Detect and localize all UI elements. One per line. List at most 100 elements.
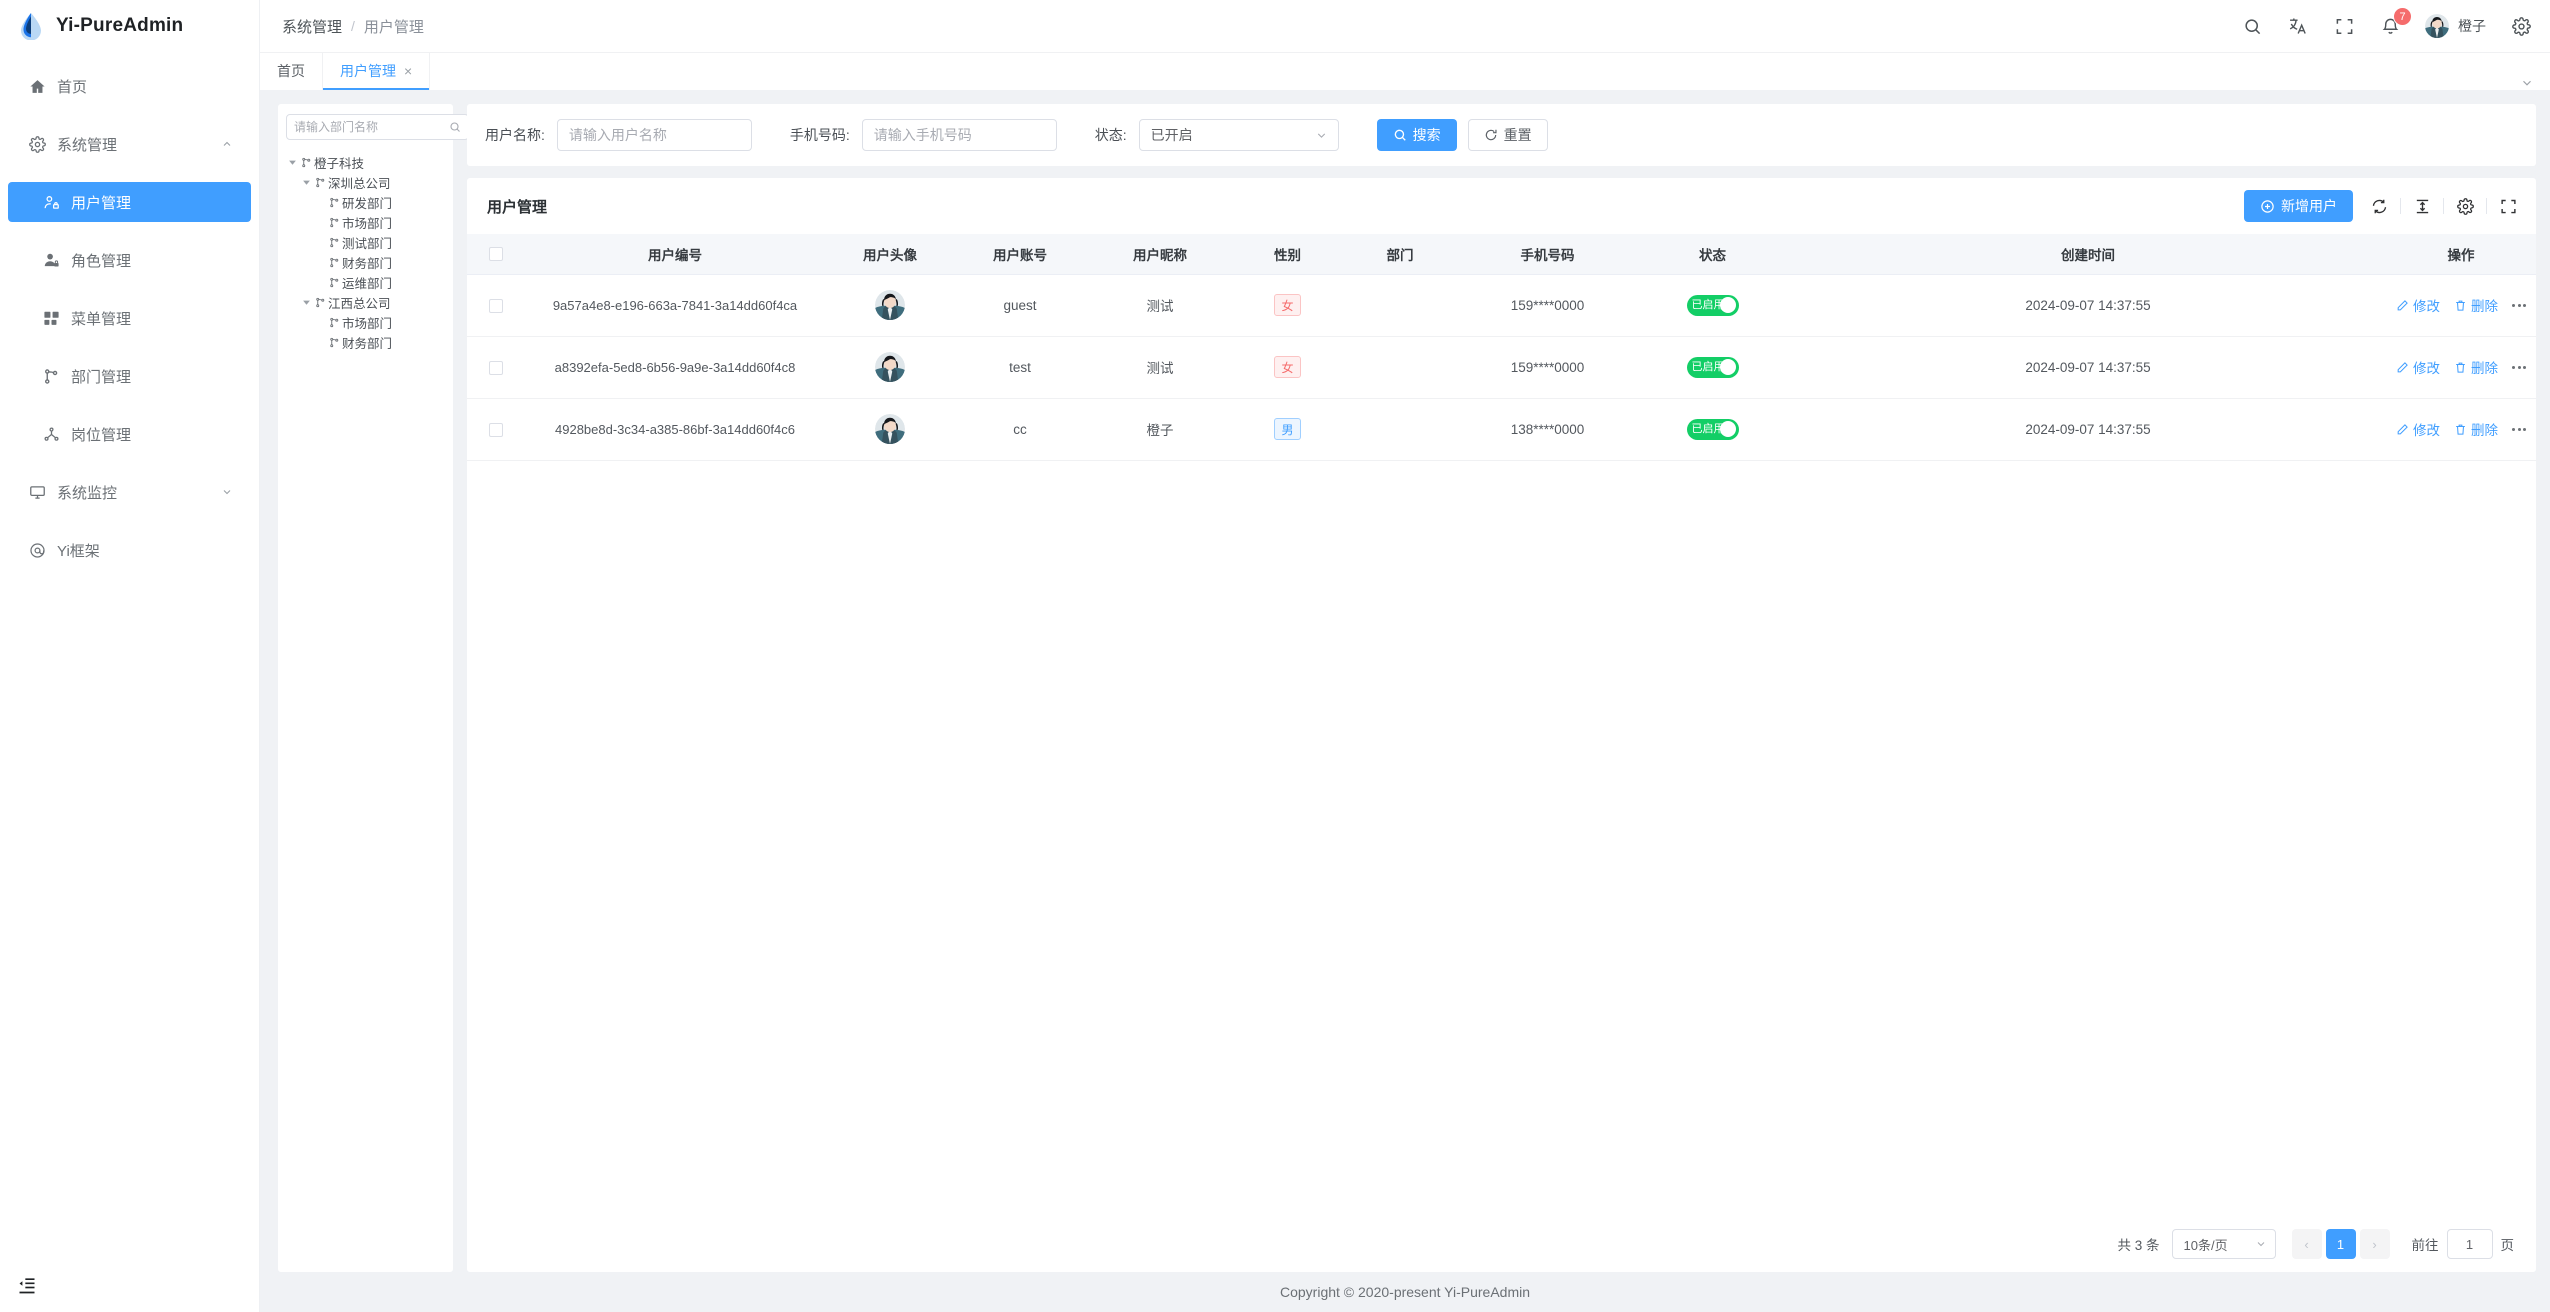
fullscreen-icon[interactable] — [2333, 15, 2355, 37]
status-toggle[interactable]: 已启用 — [1686, 356, 1739, 378]
sidebar-item-首页[interactable]: 首页 — [8, 66, 251, 106]
tree-node[interactable]: 运维部门 — [278, 272, 453, 292]
status-toggle[interactable]: 已启用 — [1686, 294, 1739, 316]
chevron-down-icon[interactable] — [284, 158, 300, 167]
department-search-box[interactable] — [286, 114, 469, 140]
user-table: 用户编号 用户头像 用户账号 用户昵称 性别 部门 手机号码 状态 创建时间 — [467, 234, 2536, 461]
add-user-label: 新增用户 — [2281, 198, 2337, 214]
table-row[interactable]: a8392efa-5ed8-6b56-9a9e-3a14dd60f4c8 test… — [467, 336, 2536, 399]
brand-logo[interactable]: Yi-PureAdmin — [0, 0, 259, 52]
add-user-button[interactable]: 新增用户 — [2244, 190, 2353, 222]
tree-node[interactable]: 江西总公司 — [278, 292, 453, 312]
breadcrumb-item-0[interactable]: 系统管理 — [282, 18, 343, 36]
breadcrumb-item-1[interactable]: 用户管理 — [363, 18, 424, 36]
tree-node[interactable]: 财务部门 — [278, 332, 453, 352]
username-input[interactable] — [556, 119, 752, 151]
cell-created: 2024-09-07 14:37:55 — [1790, 274, 2386, 337]
page-button-1[interactable]: 1 — [2325, 1229, 2356, 1259]
toggle-knob — [1719, 359, 1736, 375]
delete-button[interactable]: 删除 — [2454, 357, 2498, 377]
tab-bar-dropdown[interactable] — [2520, 76, 2550, 90]
divider — [2486, 198, 2487, 214]
row-select-cell — [467, 274, 525, 337]
row-checkbox[interactable] — [489, 422, 503, 437]
page-jump-input[interactable] — [2446, 1229, 2493, 1259]
more-horizontal-icon[interactable] — [2512, 365, 2526, 369]
translate-icon[interactable] — [2287, 15, 2309, 37]
cell-avatar — [825, 336, 955, 399]
phone-input[interactable] — [861, 119, 1057, 151]
department-search-input[interactable] — [294, 120, 449, 134]
user-menu[interactable]: 橙子 — [2425, 14, 2486, 38]
tree-node[interactable]: 测试部门 — [278, 232, 453, 252]
delete-button[interactable]: 删除 — [2454, 419, 2498, 439]
edit-button[interactable]: 修改 — [2396, 419, 2440, 439]
tab-label: 用户管理 — [340, 63, 396, 79]
delete-button[interactable]: 删除 — [2454, 295, 2498, 315]
page-size-select[interactable]: 10条/页 — [2171, 1229, 2276, 1259]
refresh-icon[interactable] — [2369, 196, 2389, 216]
search-button-label: 搜索 — [1412, 127, 1441, 143]
row-checkbox[interactable] — [489, 360, 503, 375]
brand-name: Yi-PureAdmin — [56, 15, 184, 36]
prev-page-button[interactable]: ‹ — [2291, 1229, 2322, 1259]
tree-node[interactable]: 市场部门 — [278, 312, 453, 332]
edit-button[interactable]: 修改 — [2396, 357, 2440, 377]
sidebar-item-Yi框架[interactable]: Yi框架 — [8, 530, 251, 570]
sidebar-item-系统管理[interactable]: 系统管理 — [8, 124, 251, 164]
sidebar-item-岗位管理[interactable]: 岗位管理 — [8, 414, 251, 454]
gear-icon — [28, 135, 46, 153]
density-icon[interactable] — [2412, 196, 2432, 216]
close-icon[interactable]: × — [404, 63, 413, 79]
status-toggle[interactable]: 已启用 — [1686, 418, 1739, 440]
tree-node[interactable]: 深圳总公司 — [278, 172, 453, 192]
next-page-button[interactable]: › — [2359, 1229, 2390, 1259]
chevron-down-icon — [1315, 129, 1328, 142]
field-username: 用户名称: — [485, 119, 752, 151]
more-horizontal-icon[interactable] — [2512, 427, 2526, 431]
page-jump: 前往 页 — [2412, 1229, 2514, 1259]
table-row[interactable]: 9a57a4e8-e196-663a-7841-3a14dd60f4ca gues… — [467, 274, 2536, 337]
cell-account: guest — [955, 274, 1085, 337]
plus-circle-icon — [2260, 199, 2275, 214]
notification-badge: 7 — [2393, 7, 2412, 26]
fullscreen-icon[interactable] — [2498, 196, 2518, 216]
chevron-down-icon[interactable] — [298, 298, 314, 307]
status-select[interactable]: 已开启 — [1138, 119, 1339, 151]
sidebar-item-角色管理[interactable]: 角色管理 — [8, 240, 251, 280]
chevron-down-icon — [2520, 76, 2534, 90]
edit-button[interactable]: 修改 — [2396, 295, 2440, 315]
settings-gear-icon[interactable] — [2455, 196, 2475, 216]
row-checkbox[interactable] — [489, 298, 503, 313]
branch-icon — [328, 237, 341, 248]
delete-label: 删除 — [2471, 299, 2498, 314]
bell-icon[interactable]: 7 — [2379, 7, 2412, 37]
sidebar-item-部门管理[interactable]: 部门管理 — [8, 356, 251, 396]
branch-icon — [328, 257, 341, 268]
col-用户编号: 用户编号 — [525, 234, 825, 275]
more-horizontal-icon[interactable] — [2512, 303, 2526, 307]
gear-icon[interactable] — [2510, 15, 2532, 37]
sidebar-item-系统监控[interactable]: 系统监控 — [8, 472, 251, 512]
tree-node[interactable]: 橙子科技 — [278, 152, 453, 172]
reset-button[interactable]: 重置 — [1467, 119, 1548, 151]
sidebar-item-菜单管理[interactable]: 菜单管理 — [8, 298, 251, 338]
row-select-cell — [467, 398, 525, 461]
table-row[interactable]: 4928be8d-3c34-a385-86bf-3a14dd60f4c6 cc 橙子… — [467, 398, 2536, 461]
select-all-cell — [467, 234, 525, 275]
search-icon[interactable] — [2241, 15, 2263, 37]
select-all-checkbox[interactable] — [489, 247, 503, 262]
cell-department — [1340, 398, 1460, 461]
row-select-cell — [467, 336, 525, 399]
tree-node-label: 市场部门 — [342, 216, 393, 231]
chevron-down-icon[interactable] — [298, 178, 314, 187]
sidebar-item-用户管理[interactable]: 用户管理 — [8, 182, 251, 222]
tab-首页[interactable]: 首页 — [260, 52, 323, 90]
tree-node[interactable]: 市场部门 — [278, 212, 453, 232]
tab-bar: 首页 用户管理 × — [260, 52, 2550, 90]
tab-用户管理[interactable]: 用户管理 × — [323, 52, 431, 90]
tree-node[interactable]: 研发部门 — [278, 192, 453, 212]
collapse-menu-icon[interactable] — [14, 1272, 40, 1298]
search-button[interactable]: 搜索 — [1376, 119, 1457, 151]
tree-node[interactable]: 财务部门 — [278, 252, 453, 272]
